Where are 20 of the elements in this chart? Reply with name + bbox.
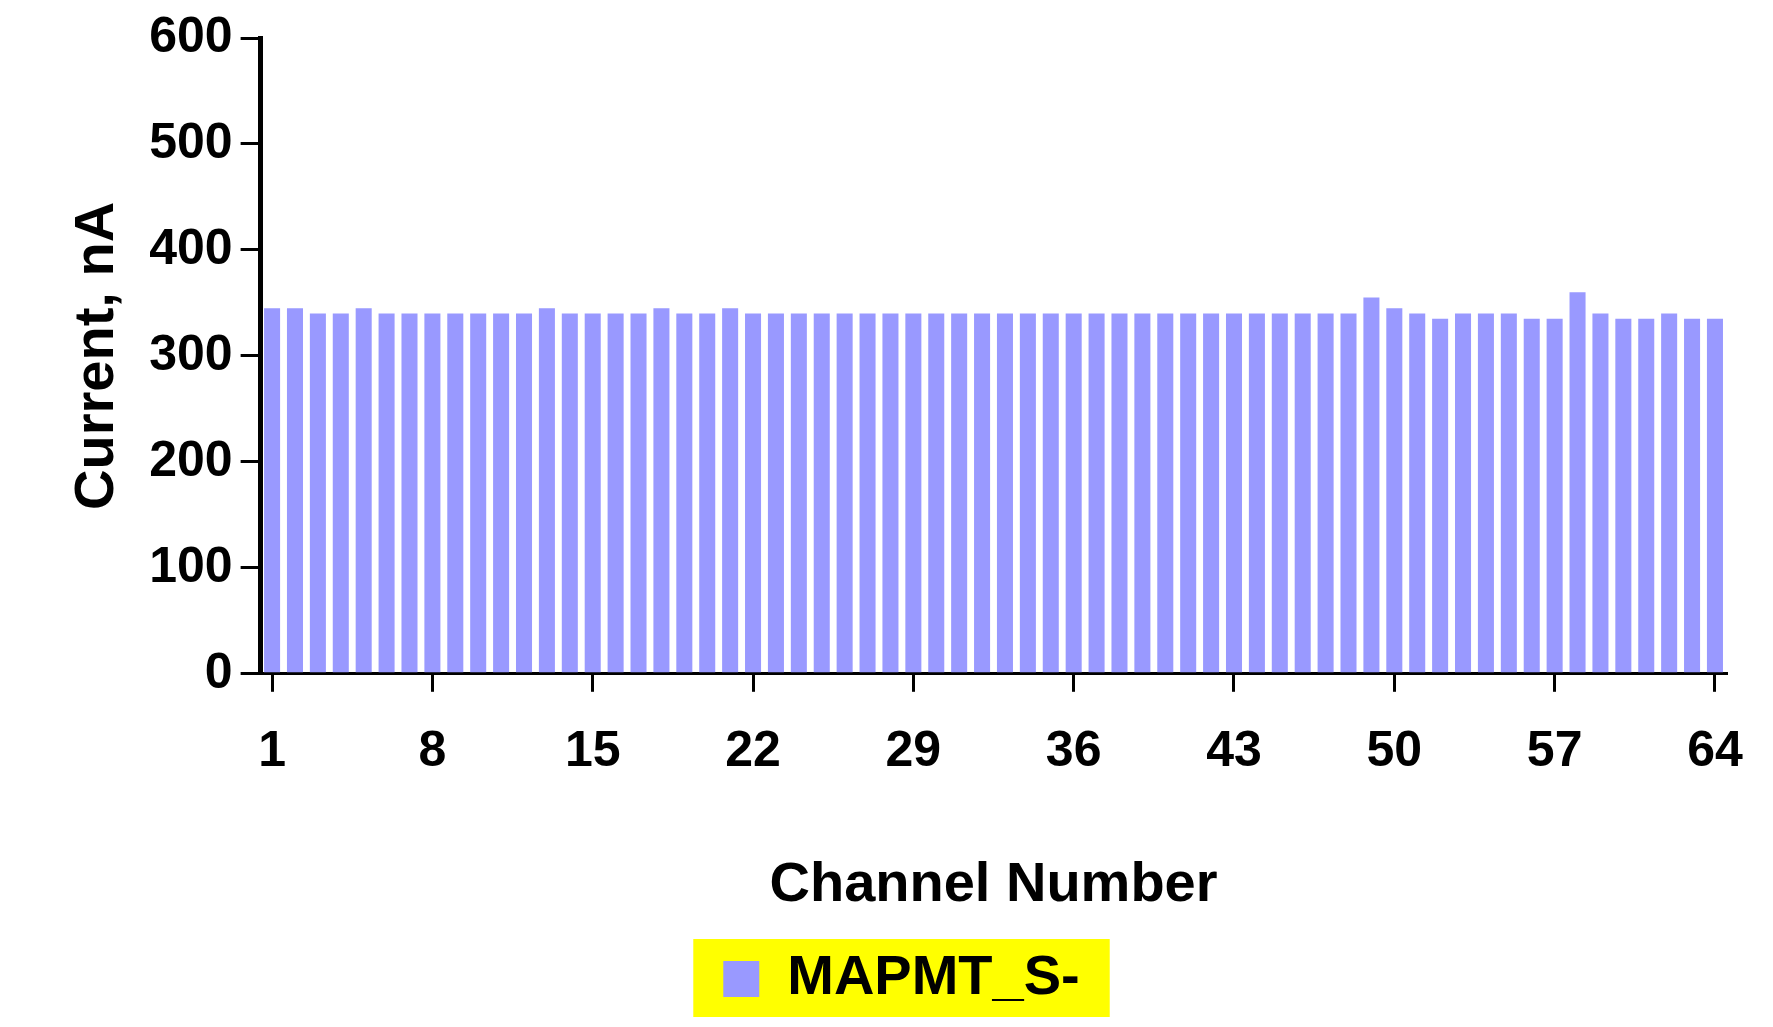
x-tick-label: 50 (1366, 720, 1423, 777)
y-tick-label: 300 (149, 324, 233, 381)
x-tick-label: 43 (1206, 720, 1262, 777)
x-tick-label: 36 (1045, 720, 1102, 777)
x-tick-label: 1 (258, 720, 286, 777)
x-tick-label: 22 (725, 720, 781, 777)
y-tick-label: 100 (149, 536, 233, 593)
x-axis-title: Channel Number (769, 849, 1218, 913)
y-tick-label: 500 (149, 112, 233, 169)
x-tick-label: 15 (564, 720, 621, 777)
y-axis-title: Current, nA (62, 201, 126, 510)
y-tick-label: 400 (149, 218, 233, 275)
legend-label: MAPMT_S- (787, 943, 1080, 1007)
x-tick-label: 64 (1687, 720, 1743, 777)
x-tick-label: 8 (418, 720, 447, 777)
x-tick-label: 29 (885, 720, 942, 777)
y-tick-label: 600 (149, 6, 233, 63)
y-tick-label: 0 (204, 642, 233, 699)
y-tick-label: 200 (149, 430, 233, 487)
x-tick-label: 57 (1526, 720, 1583, 777)
